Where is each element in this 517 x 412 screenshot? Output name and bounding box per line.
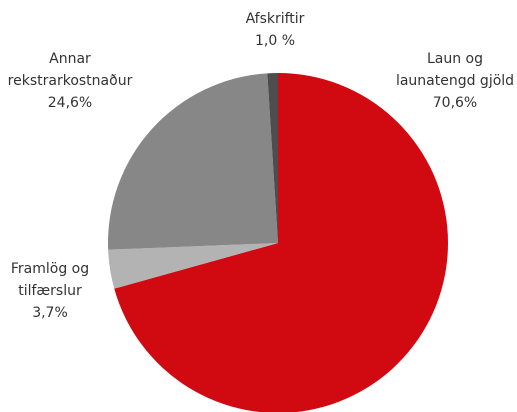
category-label: Annar rekstrarkostnaður	[7, 51, 133, 89]
slice-label: Framlög og tilfærslur 3,7%	[0, 258, 100, 324]
pie-slice	[267, 73, 278, 243]
value-label: 1,0 %	[254, 33, 296, 49]
category-label: Framlög og tilfærslur	[10, 261, 90, 299]
category-label: Afskriftir	[245, 11, 305, 27]
value-label: 24,6%	[47, 95, 93, 111]
pie-slice	[114, 73, 448, 412]
slice-label: Laun og launatengd gjöld 70,6%	[385, 48, 517, 114]
slice-label: Annar rekstrarkostnaður 24,6%	[0, 48, 140, 114]
value-label: 3,7%	[32, 305, 68, 321]
slice-label: Afskriftir 1,0 %	[215, 8, 335, 52]
category-label: Laun og launatengd gjöld	[395, 51, 515, 89]
pie-slice	[108, 73, 278, 250]
value-label: 70,6%	[432, 95, 478, 111]
pie-slice	[108, 243, 279, 289]
